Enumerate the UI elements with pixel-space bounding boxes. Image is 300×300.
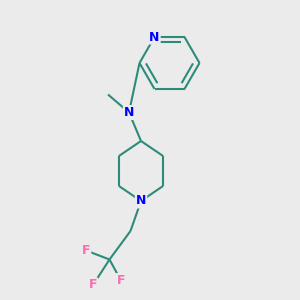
Text: N: N [149,31,160,44]
Text: F: F [82,244,90,257]
Text: F: F [117,274,125,287]
Text: N: N [136,194,146,208]
Text: F: F [89,278,97,292]
Text: N: N [124,106,134,119]
